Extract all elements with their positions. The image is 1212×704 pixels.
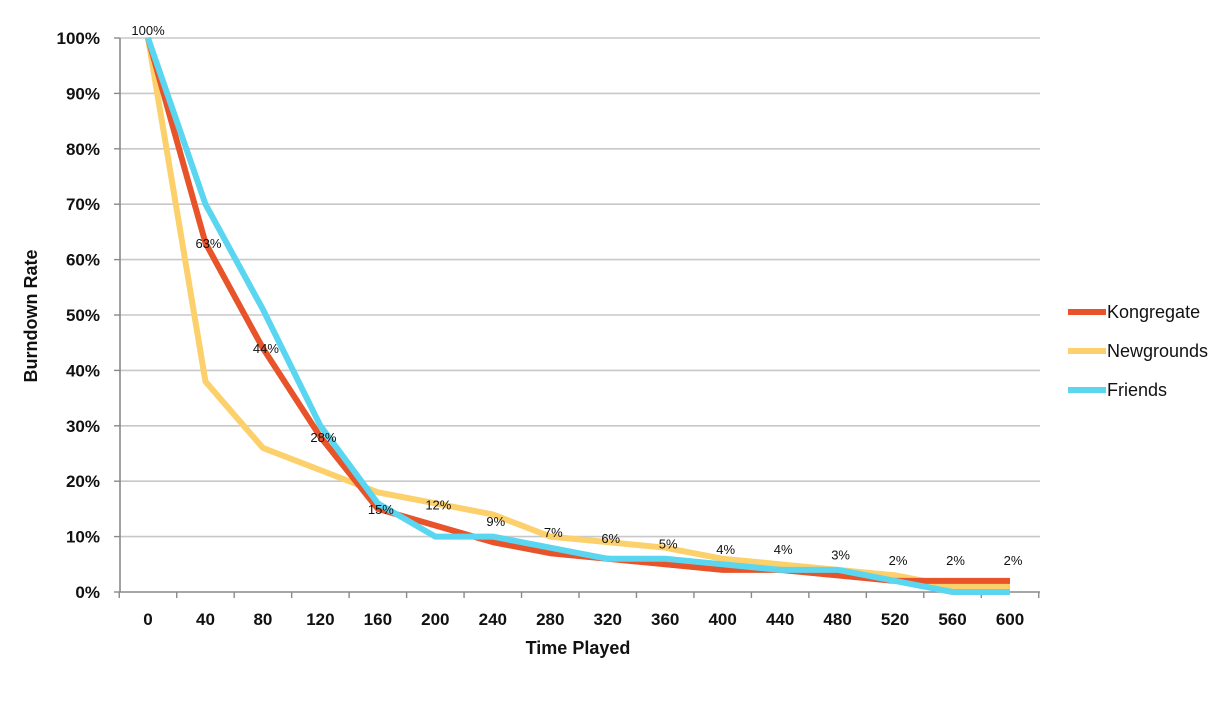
y-tick-labels: 0% 10% 20% 30% 40% 50% 60% 70% 80% 90% 100% xyxy=(57,29,100,602)
y-tick-label: 30% xyxy=(66,417,100,436)
data-label: 28% xyxy=(310,430,336,445)
y-tick-label: 90% xyxy=(66,84,100,103)
legend-label-kongregate: Kongregate xyxy=(1107,302,1200,322)
legend-label-newgrounds: Newgrounds xyxy=(1107,341,1208,361)
data-label: 2% xyxy=(1004,553,1023,568)
data-label: 15% xyxy=(368,502,394,517)
series-line-friends xyxy=(145,37,1010,595)
y-tick-label: 60% xyxy=(66,251,100,270)
data-label: 5% xyxy=(659,536,678,551)
x-tick-label: 440 xyxy=(766,610,794,629)
x-tick-label: 600 xyxy=(996,610,1024,629)
data-label: 2% xyxy=(889,553,908,568)
y-tick-label: 0% xyxy=(75,583,100,602)
y-tick-label: 20% xyxy=(66,472,100,491)
y-tick-label: 40% xyxy=(66,361,100,380)
x-tick-label: 200 xyxy=(421,610,449,629)
x-tick-label: 320 xyxy=(594,610,622,629)
data-label: 7% xyxy=(544,525,563,540)
grid-lines xyxy=(120,37,1040,538)
x-tick-labels: 0 40 80 120 160 200 240 280 320 360 400 440 480 520 56… xyxy=(143,610,1024,629)
y-tick-label: 100% xyxy=(57,29,100,48)
data-label: 44% xyxy=(253,341,279,356)
data-label: 9% xyxy=(486,514,505,529)
data-label: 4% xyxy=(774,542,793,557)
x-tick-label: 280 xyxy=(536,610,564,629)
x-tick-label: 0 xyxy=(143,610,152,629)
x-tick-label: 120 xyxy=(306,610,334,629)
x-tick-label: 520 xyxy=(881,610,909,629)
series-line-kongregate xyxy=(145,37,1010,584)
data-labels: 100% 63% 44% 28% 15% 12% 9% 7% 6% 5% 4% 4% 3% 2% 2% 2% xyxy=(131,23,1022,568)
legend-label-friends: Friends xyxy=(1107,380,1167,400)
x-tick-label: 80 xyxy=(253,610,272,629)
y-tick-label: 80% xyxy=(66,140,100,159)
data-label: 100% xyxy=(131,23,165,38)
x-tick-label: 40 xyxy=(196,610,215,629)
x-axis-title: Time Played xyxy=(526,638,631,658)
y-tick-label: 50% xyxy=(66,306,100,325)
data-label: 4% xyxy=(716,542,735,557)
x-tick-label: 480 xyxy=(823,610,851,629)
data-label: 63% xyxy=(195,236,221,251)
legend: Kongregate Newgrounds Friends xyxy=(1068,302,1208,400)
x-tick-label: 240 xyxy=(479,610,507,629)
data-label: 6% xyxy=(601,531,620,546)
data-label: 3% xyxy=(831,547,850,562)
x-tick-label: 160 xyxy=(364,610,392,629)
y-axis-title: Burndown Rate xyxy=(21,250,41,383)
x-tick-label: 400 xyxy=(708,610,736,629)
series-lines xyxy=(145,37,1010,595)
y-tick-label: 10% xyxy=(66,528,100,547)
data-label: 12% xyxy=(425,498,451,513)
x-tick-label: 360 xyxy=(651,610,679,629)
y-tick-label: 70% xyxy=(66,195,100,214)
series-line-newgrounds xyxy=(145,37,1010,590)
x-tick-label: 560 xyxy=(938,610,966,629)
data-label: 2% xyxy=(946,553,965,568)
axes xyxy=(114,37,1040,598)
